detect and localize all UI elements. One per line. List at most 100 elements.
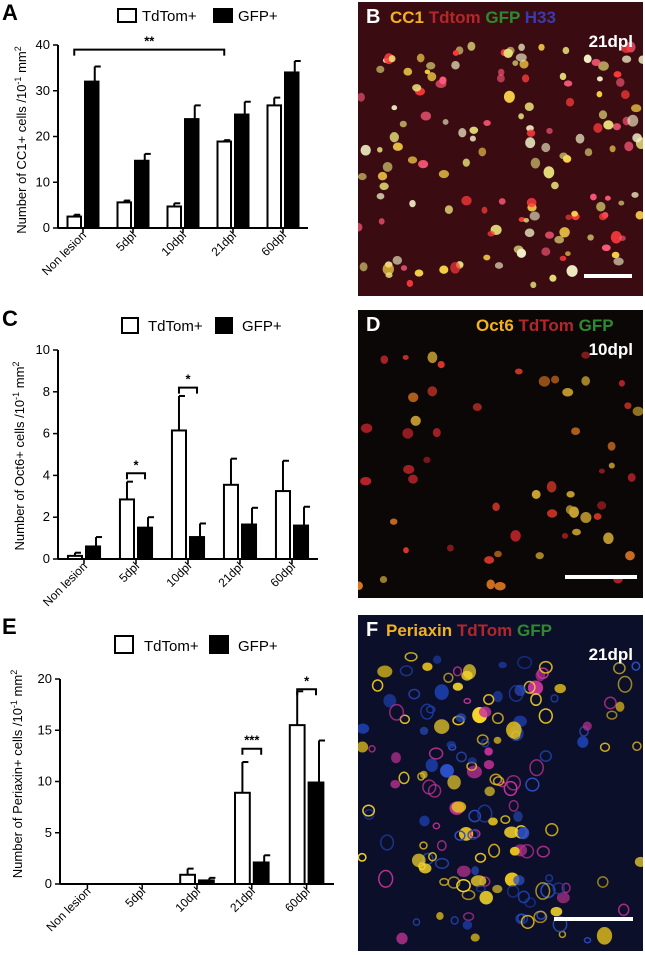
bar-gfp bbox=[134, 159, 150, 229]
cell bbox=[511, 730, 521, 740]
cell bbox=[478, 147, 487, 157]
bar-gfp bbox=[85, 545, 102, 561]
cell bbox=[396, 932, 408, 945]
cell bbox=[596, 201, 606, 212]
cell bbox=[379, 182, 389, 191]
micrograph-cells bbox=[358, 351, 643, 591]
cell bbox=[462, 912, 475, 922]
cell bbox=[407, 156, 418, 164]
cell bbox=[456, 751, 467, 763]
bar-tdtom bbox=[118, 498, 135, 560]
cell bbox=[492, 502, 500, 512]
cell bbox=[559, 72, 567, 81]
y-tick-label: 40 bbox=[36, 37, 50, 52]
legend-label-tdtom: TdTom+ bbox=[148, 318, 203, 335]
stain-legend: CC1 Tdtom GFP H33 bbox=[390, 8, 556, 28]
cell bbox=[458, 827, 474, 841]
legend-label-tdtom: TdTom+ bbox=[144, 638, 199, 655]
cell bbox=[440, 763, 454, 778]
cell bbox=[437, 360, 445, 369]
cell bbox=[461, 195, 472, 206]
cell bbox=[469, 126, 479, 134]
bar-gfp bbox=[84, 80, 100, 229]
cell bbox=[618, 379, 625, 387]
significance-label: ** bbox=[144, 34, 155, 49]
cell bbox=[467, 757, 477, 765]
bar-gfp bbox=[252, 861, 270, 886]
cell bbox=[526, 197, 537, 208]
cell bbox=[433, 655, 442, 664]
cell bbox=[635, 210, 643, 220]
cell bbox=[510, 530, 521, 542]
cell bbox=[451, 60, 460, 70]
x-tick-label: 60dpl bbox=[267, 559, 298, 590]
significance-bracket bbox=[296, 688, 317, 696]
cell bbox=[404, 651, 418, 662]
cell bbox=[621, 90, 630, 100]
cell bbox=[419, 770, 428, 779]
cell bbox=[451, 801, 467, 813]
cell bbox=[402, 354, 409, 360]
cell bbox=[434, 719, 450, 734]
cell bbox=[596, 76, 603, 82]
cell bbox=[631, 191, 639, 198]
x-tick-label: 21dpl bbox=[208, 228, 239, 259]
cell bbox=[391, 105, 398, 111]
cell bbox=[565, 214, 572, 221]
cell bbox=[498, 198, 506, 205]
plot-area: 0 2 4 6 8 10 Non lesion 5dpl 10dpl 21dpl 60dpl * * bbox=[36, 342, 318, 609]
micrograph-f: F Periaxin TdTom GFP 21dpl bbox=[358, 615, 643, 951]
cell bbox=[428, 747, 444, 760]
cell bbox=[597, 501, 607, 510]
cell bbox=[377, 171, 388, 181]
cell bbox=[514, 684, 526, 697]
cell bbox=[536, 845, 550, 858]
cell bbox=[530, 281, 537, 289]
cell bbox=[408, 474, 418, 484]
cell bbox=[603, 120, 614, 130]
cell bbox=[546, 481, 557, 493]
cell bbox=[408, 392, 419, 403]
cell bbox=[377, 146, 383, 153]
x-tick-label: 10dpl bbox=[172, 884, 203, 915]
cell bbox=[446, 544, 454, 552]
stain-gfp: GFP bbox=[578, 316, 614, 335]
cell bbox=[598, 110, 608, 120]
micrograph-cells bbox=[358, 651, 643, 945]
scale-bar bbox=[554, 917, 633, 921]
cell bbox=[491, 712, 504, 725]
cell bbox=[611, 251, 620, 259]
legend-swatch-gfp bbox=[215, 317, 233, 334]
cell bbox=[469, 829, 481, 839]
plot-area: 0 10 20 30 40 Non lesion 5dpl 10dpl 21dpl 60dpl ** bbox=[36, 34, 308, 278]
cell bbox=[403, 547, 409, 554]
cell bbox=[601, 244, 611, 252]
cell bbox=[462, 158, 470, 167]
cell bbox=[380, 834, 395, 851]
cell bbox=[562, 46, 570, 55]
cell bbox=[561, 882, 571, 894]
cell bbox=[627, 114, 639, 127]
cell bbox=[577, 736, 589, 748]
cell bbox=[488, 843, 501, 858]
cell bbox=[447, 775, 461, 790]
x-tick-label: 21dpl bbox=[227, 884, 258, 915]
stain-tdtom: TdTom bbox=[518, 316, 579, 335]
y-tick-label: 2 bbox=[43, 509, 50, 524]
cell bbox=[450, 915, 459, 925]
x-tick-label: 5dpl bbox=[113, 228, 139, 254]
cell bbox=[467, 41, 476, 51]
legend-swatch-gfp bbox=[213, 8, 233, 23]
cell bbox=[519, 843, 535, 859]
cell bbox=[529, 211, 540, 221]
legend-swatch-tdtom bbox=[121, 317, 139, 334]
y-tick-label: 10 bbox=[38, 774, 52, 789]
significance-label: *** bbox=[244, 733, 260, 748]
cell bbox=[426, 62, 436, 70]
x-tick-label: 21dpl bbox=[215, 559, 246, 590]
cell bbox=[483, 759, 495, 770]
cell bbox=[538, 708, 553, 724]
cell bbox=[439, 265, 449, 274]
cell bbox=[587, 234, 594, 241]
cell bbox=[584, 148, 593, 157]
